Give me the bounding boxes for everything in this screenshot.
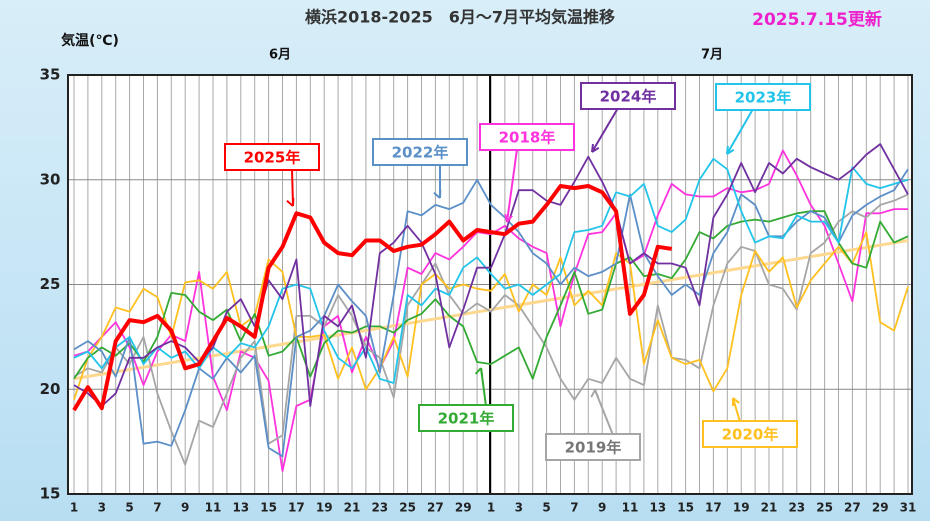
callout-box bbox=[224, 143, 320, 171]
callout-box bbox=[418, 404, 514, 432]
callout-arrowhead bbox=[726, 145, 735, 155]
x-tick-label: 25 bbox=[816, 501, 833, 515]
x-tick-label: 3 bbox=[515, 501, 523, 515]
series-line bbox=[73, 193, 909, 466]
callout-box bbox=[545, 433, 641, 461]
y-tick-label: 35 bbox=[40, 66, 61, 84]
y-tick-label: 20 bbox=[40, 380, 61, 398]
x-tick-label: 27 bbox=[844, 501, 861, 515]
callout-arrow bbox=[594, 389, 614, 436]
callout-box bbox=[580, 82, 676, 110]
x-tick-label: 29 bbox=[455, 501, 472, 515]
legend-label: 2020年 bbox=[722, 426, 779, 444]
plot-frame bbox=[67, 74, 913, 495]
x-tick-label: 9 bbox=[181, 501, 189, 515]
x-tick-label: 3 bbox=[98, 501, 106, 515]
legend-label: 2025年 bbox=[244, 149, 301, 167]
x-tick-label: 13 bbox=[232, 501, 249, 515]
trend-line bbox=[73, 239, 909, 381]
callout-box bbox=[372, 138, 468, 166]
x-tick-label: 9 bbox=[598, 501, 606, 515]
x-tick-label: 11 bbox=[205, 501, 222, 515]
legend-label: 2021年 bbox=[438, 410, 495, 428]
callout-box bbox=[715, 83, 811, 111]
x-tick-label: 17 bbox=[705, 501, 722, 515]
series-line bbox=[73, 149, 908, 472]
x-tick-label: 7 bbox=[153, 501, 161, 515]
y-tick-label: 30 bbox=[40, 170, 61, 188]
callout-box bbox=[479, 123, 575, 151]
callout-arrow bbox=[506, 148, 518, 223]
x-tick-label: 19 bbox=[733, 501, 750, 515]
series-line bbox=[72, 184, 672, 412]
callout-box bbox=[702, 420, 798, 448]
x-tick-label: 5 bbox=[125, 501, 133, 515]
legend-label: 2019年 bbox=[565, 439, 622, 457]
series-line bbox=[73, 231, 909, 400]
month-label: 6月 bbox=[269, 48, 291, 63]
x-tick-label: 23 bbox=[371, 501, 388, 515]
x-tick-label: 21 bbox=[344, 501, 361, 515]
x-tick-label: 1 bbox=[487, 501, 495, 515]
series-line bbox=[73, 143, 909, 407]
x-tick-label: 15 bbox=[677, 501, 694, 515]
x-tick-label: 25 bbox=[399, 501, 416, 515]
y-axis-label: 気温(℃) bbox=[61, 32, 119, 49]
callout-arrowhead bbox=[591, 143, 600, 153]
callout-arrow bbox=[591, 107, 619, 153]
chart-title: 横浜2018-2025 6月～7月平均気温推移 bbox=[305, 8, 615, 27]
callout-arrowhead bbox=[590, 389, 600, 398]
x-tick-label: 29 bbox=[872, 501, 889, 515]
x-tick-label: 5 bbox=[542, 501, 550, 515]
callout-arrow bbox=[726, 108, 754, 155]
y-tick-label: 25 bbox=[40, 275, 61, 293]
legend-label: 2023年 bbox=[735, 89, 792, 107]
x-tick-label: 11 bbox=[622, 501, 639, 515]
x-tick-label: 21 bbox=[761, 501, 778, 515]
month-label: 7月 bbox=[701, 48, 723, 63]
callout-arrow bbox=[732, 397, 741, 423]
x-tick-label: 7 bbox=[570, 501, 578, 515]
y-tick-label: 15 bbox=[40, 485, 61, 503]
legend-label: 2018年 bbox=[499, 129, 556, 147]
callout-arrowhead bbox=[731, 397, 740, 407]
x-tick-label: 27 bbox=[427, 501, 444, 515]
legend-label: 2024年 bbox=[600, 88, 657, 106]
callout-arrowhead bbox=[433, 189, 442, 199]
series-line bbox=[73, 210, 909, 380]
x-tick-label: 31 bbox=[900, 501, 917, 515]
callout-arrowhead bbox=[286, 197, 295, 207]
x-tick-label: 19 bbox=[316, 501, 333, 515]
x-tick-label: 15 bbox=[260, 501, 277, 515]
x-tick-label: 1 bbox=[70, 501, 78, 515]
callout-arrowhead bbox=[474, 367, 484, 377]
x-tick-label: 23 bbox=[788, 501, 805, 515]
x-tick-label: 13 bbox=[649, 501, 666, 515]
x-tick-label: 17 bbox=[288, 501, 305, 515]
chart-subtitle: 2025.7.15更新 bbox=[752, 9, 882, 30]
legend-label: 2022年 bbox=[392, 144, 449, 162]
callout-arrowhead bbox=[504, 213, 513, 223]
